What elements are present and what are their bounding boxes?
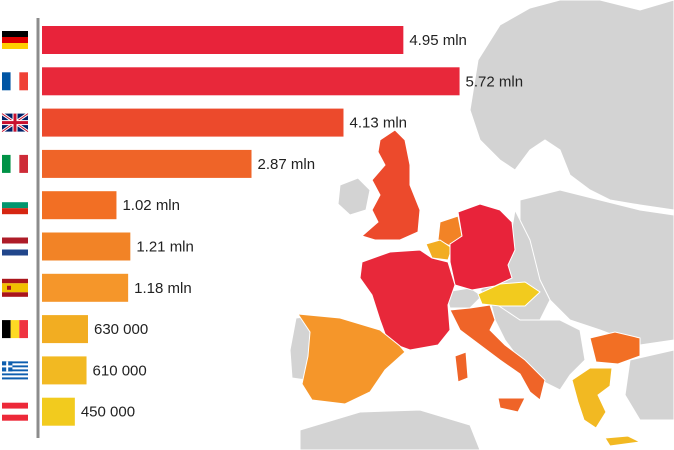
netherlands-flag-icon: [2, 237, 28, 256]
bar-belgium: [42, 315, 88, 344]
map-sardinia: [454, 351, 469, 383]
uk-flag-icon: [1, 112, 29, 133]
value-label: 610 000: [93, 362, 147, 379]
map-germany: [449, 203, 516, 291]
map-north-africa: [299, 409, 481, 450]
map-france: [359, 249, 456, 351]
map-italy: [449, 304, 546, 401]
value-label: 5.72 mln: [466, 73, 524, 90]
map-spain: [297, 313, 406, 405]
value-label: 1.02 mln: [122, 197, 180, 214]
map-turkey: [624, 349, 674, 421]
bar-italy: [42, 149, 252, 178]
map-sicily: [497, 397, 526, 413]
bar-france: [42, 67, 460, 96]
italy-flag-icon: [2, 154, 28, 173]
belgium-flag-icon: [2, 320, 28, 339]
bar-greece: [42, 356, 87, 385]
map-crete: [604, 435, 642, 447]
value-label: 4.13 mln: [349, 115, 407, 132]
bar-bulgaria: [42, 191, 117, 220]
map-greece: [571, 367, 613, 429]
map-balkans: [489, 298, 586, 391]
bar-spain: [42, 273, 129, 302]
value-label: 450 000: [81, 404, 135, 421]
map-ireland: [337, 177, 371, 216]
value-label: 2.87 mln: [258, 156, 316, 173]
germany-flag-icon: [2, 31, 28, 49]
map-bulgaria: [589, 331, 641, 365]
value-label: 1.18 mln: [134, 280, 192, 297]
austria-flag-icon: [2, 402, 28, 421]
value-label: 4.95 mln: [409, 32, 467, 49]
value-label: 1.21 mln: [136, 239, 194, 256]
greece-flag-icon: [2, 361, 28, 380]
map-austria: [477, 281, 541, 307]
map-uk: [360, 129, 421, 241]
france-flag-icon: [2, 72, 28, 91]
spain-flag-icon: [2, 278, 28, 297]
bar-netherlands: [42, 232, 131, 261]
bar-austria: [42, 397, 75, 426]
bulgaria-flag-icon: [2, 196, 28, 215]
map-scandinavia: [469, 0, 674, 211]
value-label: 630 000: [94, 321, 148, 338]
bar-germany: [42, 26, 404, 54]
bar-united-kingdom: [42, 108, 344, 137]
